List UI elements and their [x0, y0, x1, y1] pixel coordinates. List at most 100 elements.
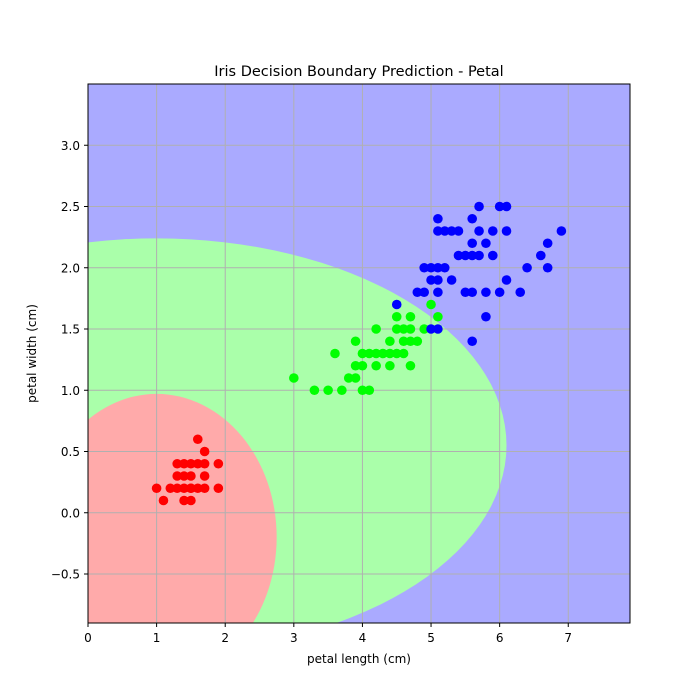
- point-class1: [364, 348, 375, 359]
- point-class0: [186, 483, 196, 494]
- point-class2: [433, 275, 443, 285]
- point-class1: [385, 348, 395, 359]
- x-tick-label: 2: [221, 631, 229, 645]
- x-axis-label: petal length (cm): [307, 652, 411, 666]
- point-class2: [453, 250, 464, 261]
- y-tick-label: 3.0: [61, 139, 80, 153]
- point-class2: [467, 250, 478, 261]
- point-class1: [330, 348, 340, 359]
- y-tick-label: 0.5: [61, 445, 80, 459]
- point-class2: [481, 311, 491, 322]
- point-class0: [172, 458, 182, 469]
- point-class1: [391, 348, 402, 359]
- point-class2: [446, 226, 457, 236]
- point-class2: [446, 275, 457, 285]
- point-class1: [405, 324, 416, 334]
- point-class1: [357, 360, 368, 371]
- point-class2: [501, 226, 512, 236]
- point-class2: [474, 226, 484, 236]
- point-class2: [487, 250, 498, 261]
- point-class0: [179, 471, 189, 481]
- point-class1: [378, 348, 388, 359]
- x-tick-label: 4: [359, 631, 367, 645]
- point-class0: [186, 495, 196, 506]
- point-class2: [467, 213, 478, 224]
- point-class2: [467, 287, 478, 298]
- point-class0: [199, 471, 210, 481]
- point-class1: [405, 360, 416, 371]
- point-class1: [391, 311, 402, 322]
- point-class0: [151, 483, 162, 494]
- point-class2: [494, 287, 505, 298]
- point-class1: [350, 360, 361, 371]
- plot-frame: [87, 83, 631, 624]
- point-class1: [309, 385, 320, 396]
- point-class1: [398, 324, 409, 334]
- point-class0: [192, 483, 203, 494]
- point-class0: [179, 495, 189, 506]
- point-class2: [501, 201, 512, 212]
- point-class2: [481, 238, 491, 249]
- point-class1: [385, 336, 395, 347]
- x-tick-label: 3: [290, 631, 298, 645]
- point-class1: [364, 385, 375, 396]
- point-class2: [536, 250, 546, 261]
- point-class2: [433, 324, 443, 334]
- y-tick-label: 0.0: [61, 506, 80, 520]
- point-class1: [385, 360, 395, 371]
- point-class2: [501, 275, 512, 285]
- point-class0: [179, 458, 189, 469]
- point-class1: [289, 373, 299, 383]
- x-tick-label: 1: [153, 631, 161, 645]
- point-class1: [405, 336, 416, 347]
- point-class0: [213, 458, 224, 469]
- point-class0: [186, 471, 196, 481]
- point-class1: [412, 336, 423, 347]
- point-class0: [165, 483, 176, 494]
- point-class2: [433, 262, 443, 273]
- point-class0: [172, 471, 182, 481]
- point-class1: [419, 324, 429, 334]
- point-class0: [192, 458, 203, 469]
- point-class2: [556, 226, 567, 236]
- y-tick-label: 1.0: [61, 384, 80, 398]
- x-axis-ticks: 0 1 2 3 4 5 6 7: [84, 623, 572, 645]
- point-class2: [453, 226, 464, 236]
- point-class1: [343, 373, 354, 383]
- point-class2: [433, 287, 443, 298]
- point-class2: [439, 262, 450, 273]
- point-class1: [405, 311, 416, 322]
- x-tick-label: 7: [564, 631, 572, 645]
- point-class1: [357, 385, 368, 396]
- point-class2: [433, 226, 443, 236]
- y-tick-label: −0.5: [51, 568, 80, 582]
- y-tick-label: 2.5: [61, 200, 80, 214]
- point-class1: [350, 336, 361, 347]
- point-class0: [179, 483, 189, 494]
- point-class2: [412, 287, 423, 298]
- chart-title: Iris Decision Boundary Prediction - Peta…: [214, 64, 503, 80]
- point-class1: [433, 311, 443, 322]
- point-class2: [426, 275, 436, 285]
- point-class2: [481, 287, 491, 298]
- data-points: [151, 201, 567, 506]
- point-class1: [337, 385, 347, 396]
- point-class0: [186, 458, 196, 469]
- y-tick-label: 1.5: [61, 323, 80, 337]
- point-class2: [474, 201, 484, 212]
- point-class0: [199, 458, 210, 469]
- point-class1: [391, 324, 402, 334]
- x-tick-label: 5: [427, 631, 435, 645]
- point-class1: [371, 324, 381, 334]
- point-class2: [439, 226, 450, 236]
- point-class2: [474, 250, 484, 261]
- point-class2: [494, 201, 505, 212]
- point-class2: [467, 336, 478, 347]
- grid-lines: [88, 84, 630, 623]
- point-class2: [460, 250, 471, 261]
- point-class2: [460, 287, 471, 298]
- point-class2: [515, 287, 526, 298]
- point-class2: [467, 238, 478, 249]
- point-class0: [213, 483, 224, 494]
- point-class2: [542, 262, 553, 273]
